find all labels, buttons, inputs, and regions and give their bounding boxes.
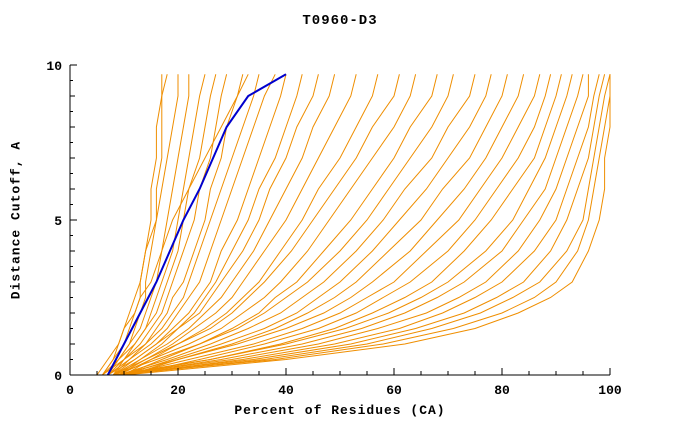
model-series bbox=[107, 74, 168, 376]
model-series bbox=[113, 74, 611, 376]
y-tick-label: 5 bbox=[54, 214, 62, 229]
model-series bbox=[118, 74, 417, 376]
model-series bbox=[107, 74, 276, 376]
model-series bbox=[129, 74, 508, 376]
model-series bbox=[113, 74, 573, 376]
model-series bbox=[107, 74, 228, 376]
model-series bbox=[118, 74, 600, 376]
x-tick-label: 40 bbox=[278, 383, 294, 398]
model-series bbox=[107, 74, 319, 376]
model-series bbox=[118, 74, 562, 376]
model-series bbox=[118, 74, 357, 376]
model-series bbox=[123, 74, 541, 376]
model-series bbox=[118, 74, 476, 376]
model-series bbox=[113, 74, 589, 376]
model-series bbox=[102, 74, 260, 376]
model-series bbox=[118, 74, 611, 376]
model-series bbox=[112, 74, 336, 376]
model-series bbox=[123, 74, 492, 376]
x-tick-label: 100 bbox=[598, 383, 622, 398]
x-tick-label: 0 bbox=[66, 383, 74, 398]
model-series bbox=[118, 74, 584, 376]
x-tick-label: 60 bbox=[386, 383, 402, 398]
model-series bbox=[102, 74, 217, 376]
model-series bbox=[112, 74, 400, 376]
x-axis-label: Percent of Residues (CA) bbox=[234, 403, 446, 418]
model-series bbox=[118, 74, 303, 376]
highlight-series bbox=[106, 73, 287, 376]
y-axis-label: Distance Cutoff, A bbox=[8, 140, 24, 300]
model-series bbox=[107, 74, 190, 376]
model-series bbox=[96, 74, 249, 376]
model-series bbox=[112, 74, 206, 376]
y-tick-label: 0 bbox=[54, 369, 62, 384]
model-series bbox=[113, 74, 454, 376]
x-tick-label: 80 bbox=[494, 383, 510, 398]
model-series bbox=[123, 74, 611, 376]
model-series bbox=[112, 74, 287, 376]
model-series bbox=[129, 74, 552, 376]
x-tick-label: 20 bbox=[170, 383, 186, 398]
y-tick-label: 10 bbox=[46, 59, 62, 74]
chart-title: T0960-D3 bbox=[302, 13, 378, 29]
model-series bbox=[112, 74, 244, 376]
model-series bbox=[113, 74, 606, 376]
model-series bbox=[118, 74, 525, 376]
